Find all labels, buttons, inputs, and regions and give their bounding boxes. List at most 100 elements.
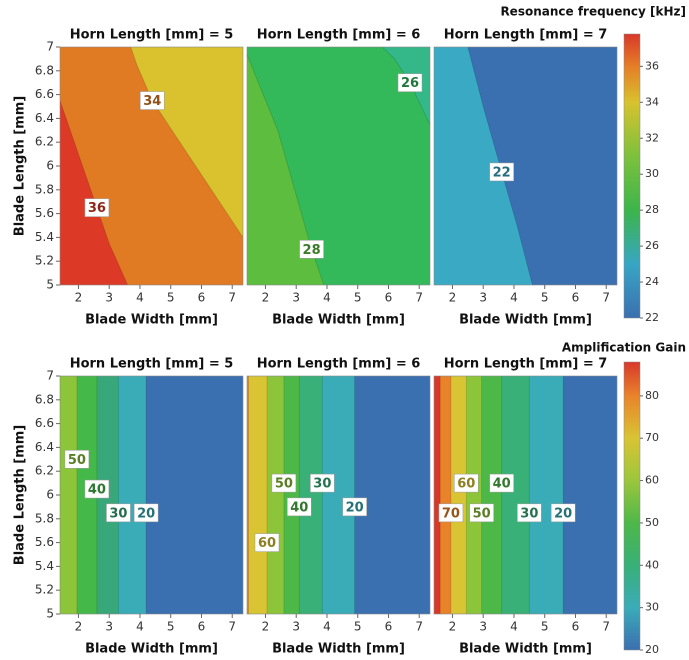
x-tick-label: 5 — [354, 620, 362, 634]
x-axis-label: Blade Width [mm] — [272, 313, 405, 328]
y-axis-label: Blade Length [mm] — [13, 96, 28, 236]
contour-label: 40 — [493, 477, 511, 492]
contour-label: 28 — [303, 243, 321, 258]
contour-label: 30 — [520, 506, 538, 521]
x-tick-label: 5 — [354, 291, 362, 305]
contour-label: 22 — [493, 165, 511, 180]
x-tick-label: 7 — [415, 620, 423, 634]
y-tick-label: 6.2 — [35, 464, 54, 478]
y-tick-label: 6 — [46, 159, 54, 173]
y-tick-label: 6.8 — [35, 392, 54, 406]
x-tick-label: 5 — [541, 620, 549, 634]
x-tick-label: 2 — [449, 620, 457, 634]
x-tick-label: 5 — [541, 291, 549, 305]
x-tick-label: 2 — [75, 620, 83, 634]
x-tick-label: 4 — [323, 620, 331, 634]
x-tick-label: 2 — [449, 291, 457, 305]
contour-label-box — [287, 497, 312, 517]
panel-frame — [246, 375, 431, 615]
y-tick-label: 5.2 — [35, 254, 54, 268]
panel-title: Horn Length [mm] = 5 — [70, 28, 234, 43]
y-tick-label: 6.2 — [35, 135, 54, 149]
contour-label: 34 — [143, 94, 161, 109]
contour-label-box — [64, 450, 90, 469]
panel-title: Horn Length [mm] = 5 — [70, 357, 234, 372]
y-tick-label: 5.2 — [35, 583, 54, 597]
panel-frame — [246, 46, 431, 286]
panel-title: Horn Length [mm] = 7 — [444, 28, 608, 43]
y-tick-label: 5 — [46, 607, 54, 621]
x-tick-label: 7 — [602, 620, 610, 634]
contour-label: 26 — [401, 76, 419, 91]
x-tick-label: 6 — [198, 291, 206, 305]
panel: 26 28 — [247, 47, 430, 285]
x-tick-label: 5 — [167, 291, 175, 305]
panel-title: Horn Length [mm] = 6 — [257, 357, 421, 372]
x-tick-label: 2 — [262, 291, 270, 305]
x-tick-label: 2 — [75, 291, 83, 305]
x-tick-label: 3 — [479, 291, 487, 305]
y-tick-label: 7 — [46, 40, 54, 54]
colorbar-tick-label: 22 — [645, 311, 659, 324]
colorbar-tick-label: 32 — [645, 131, 659, 144]
contour-label: 50 — [68, 453, 86, 468]
contour-fill — [434, 47, 533, 285]
y-tick-label: 6.8 — [35, 63, 54, 77]
contour-label-box — [342, 497, 367, 517]
x-tick-label: 3 — [292, 620, 300, 634]
colorbar-tick-label: 40 — [645, 558, 659, 571]
contour-label: 20 — [554, 506, 572, 521]
contour-label-box — [517, 503, 542, 523]
y-tick-label: 5.6 — [35, 206, 54, 220]
x-tick-label: 6 — [385, 291, 393, 305]
contour-label: 20 — [137, 506, 155, 521]
colorbar-tick-label: 30 — [645, 167, 659, 180]
contour-label: 30 — [313, 477, 331, 492]
y-tick-label: 7 — [46, 369, 54, 383]
panel-frame — [433, 46, 618, 286]
x-tick-label: 7 — [228, 291, 236, 305]
x-tick-label: 4 — [510, 291, 518, 305]
x-tick-label: 7 — [602, 291, 610, 305]
contour-label-box — [84, 198, 110, 217]
colorbar-title: Amplification Gain — [562, 341, 686, 355]
x-tick-label: 6 — [572, 291, 580, 305]
contour-label-box — [310, 473, 335, 493]
contour-fill — [434, 376, 441, 614]
panel-title: Horn Length [mm] = 6 — [257, 28, 421, 43]
x-tick-label: 4 — [136, 291, 144, 305]
panel: 20 30 40 50 60 — [247, 376, 430, 614]
contour-fill — [247, 376, 267, 614]
contour-label: 50 — [473, 506, 491, 521]
y-tick-label: 5.4 — [35, 230, 54, 244]
x-axis-label: Blade Width [mm] — [459, 642, 592, 657]
contour-label: 40 — [290, 500, 308, 515]
colorbar-tick-label: 34 — [645, 95, 659, 108]
contour-label-box — [84, 479, 110, 499]
contour-label-box — [397, 73, 423, 92]
contour-fill — [60, 100, 128, 285]
x-tick-label: 7 — [228, 620, 236, 634]
colorbar-tick-label: 70 — [645, 431, 659, 444]
contour-label-box — [550, 503, 576, 523]
x-tick-label: 7 — [415, 291, 423, 305]
contour-label: 60 — [457, 477, 475, 492]
x-axis-label: Blade Width [mm] — [272, 642, 405, 657]
x-axis-label: Blade Width [mm] — [85, 313, 218, 328]
contour-fill — [60, 47, 243, 285]
colorbar-tick-label: 24 — [645, 275, 659, 288]
x-tick-label: 3 — [105, 291, 113, 305]
colorbar — [623, 361, 641, 651]
contour-fill — [247, 376, 249, 614]
contour-label-box — [254, 533, 280, 552]
contour-label: 40 — [88, 483, 106, 498]
x-tick-label: 3 — [479, 620, 487, 634]
contour-label: 36 — [88, 201, 106, 216]
colorbar-tick-label: 26 — [645, 239, 659, 252]
y-tick-label: 6.4 — [35, 440, 54, 454]
x-tick-label: 4 — [136, 620, 144, 634]
colorbar — [623, 33, 641, 319]
y-tick-label: 5.4 — [35, 559, 54, 573]
y-tick-label: 6.6 — [35, 87, 54, 101]
